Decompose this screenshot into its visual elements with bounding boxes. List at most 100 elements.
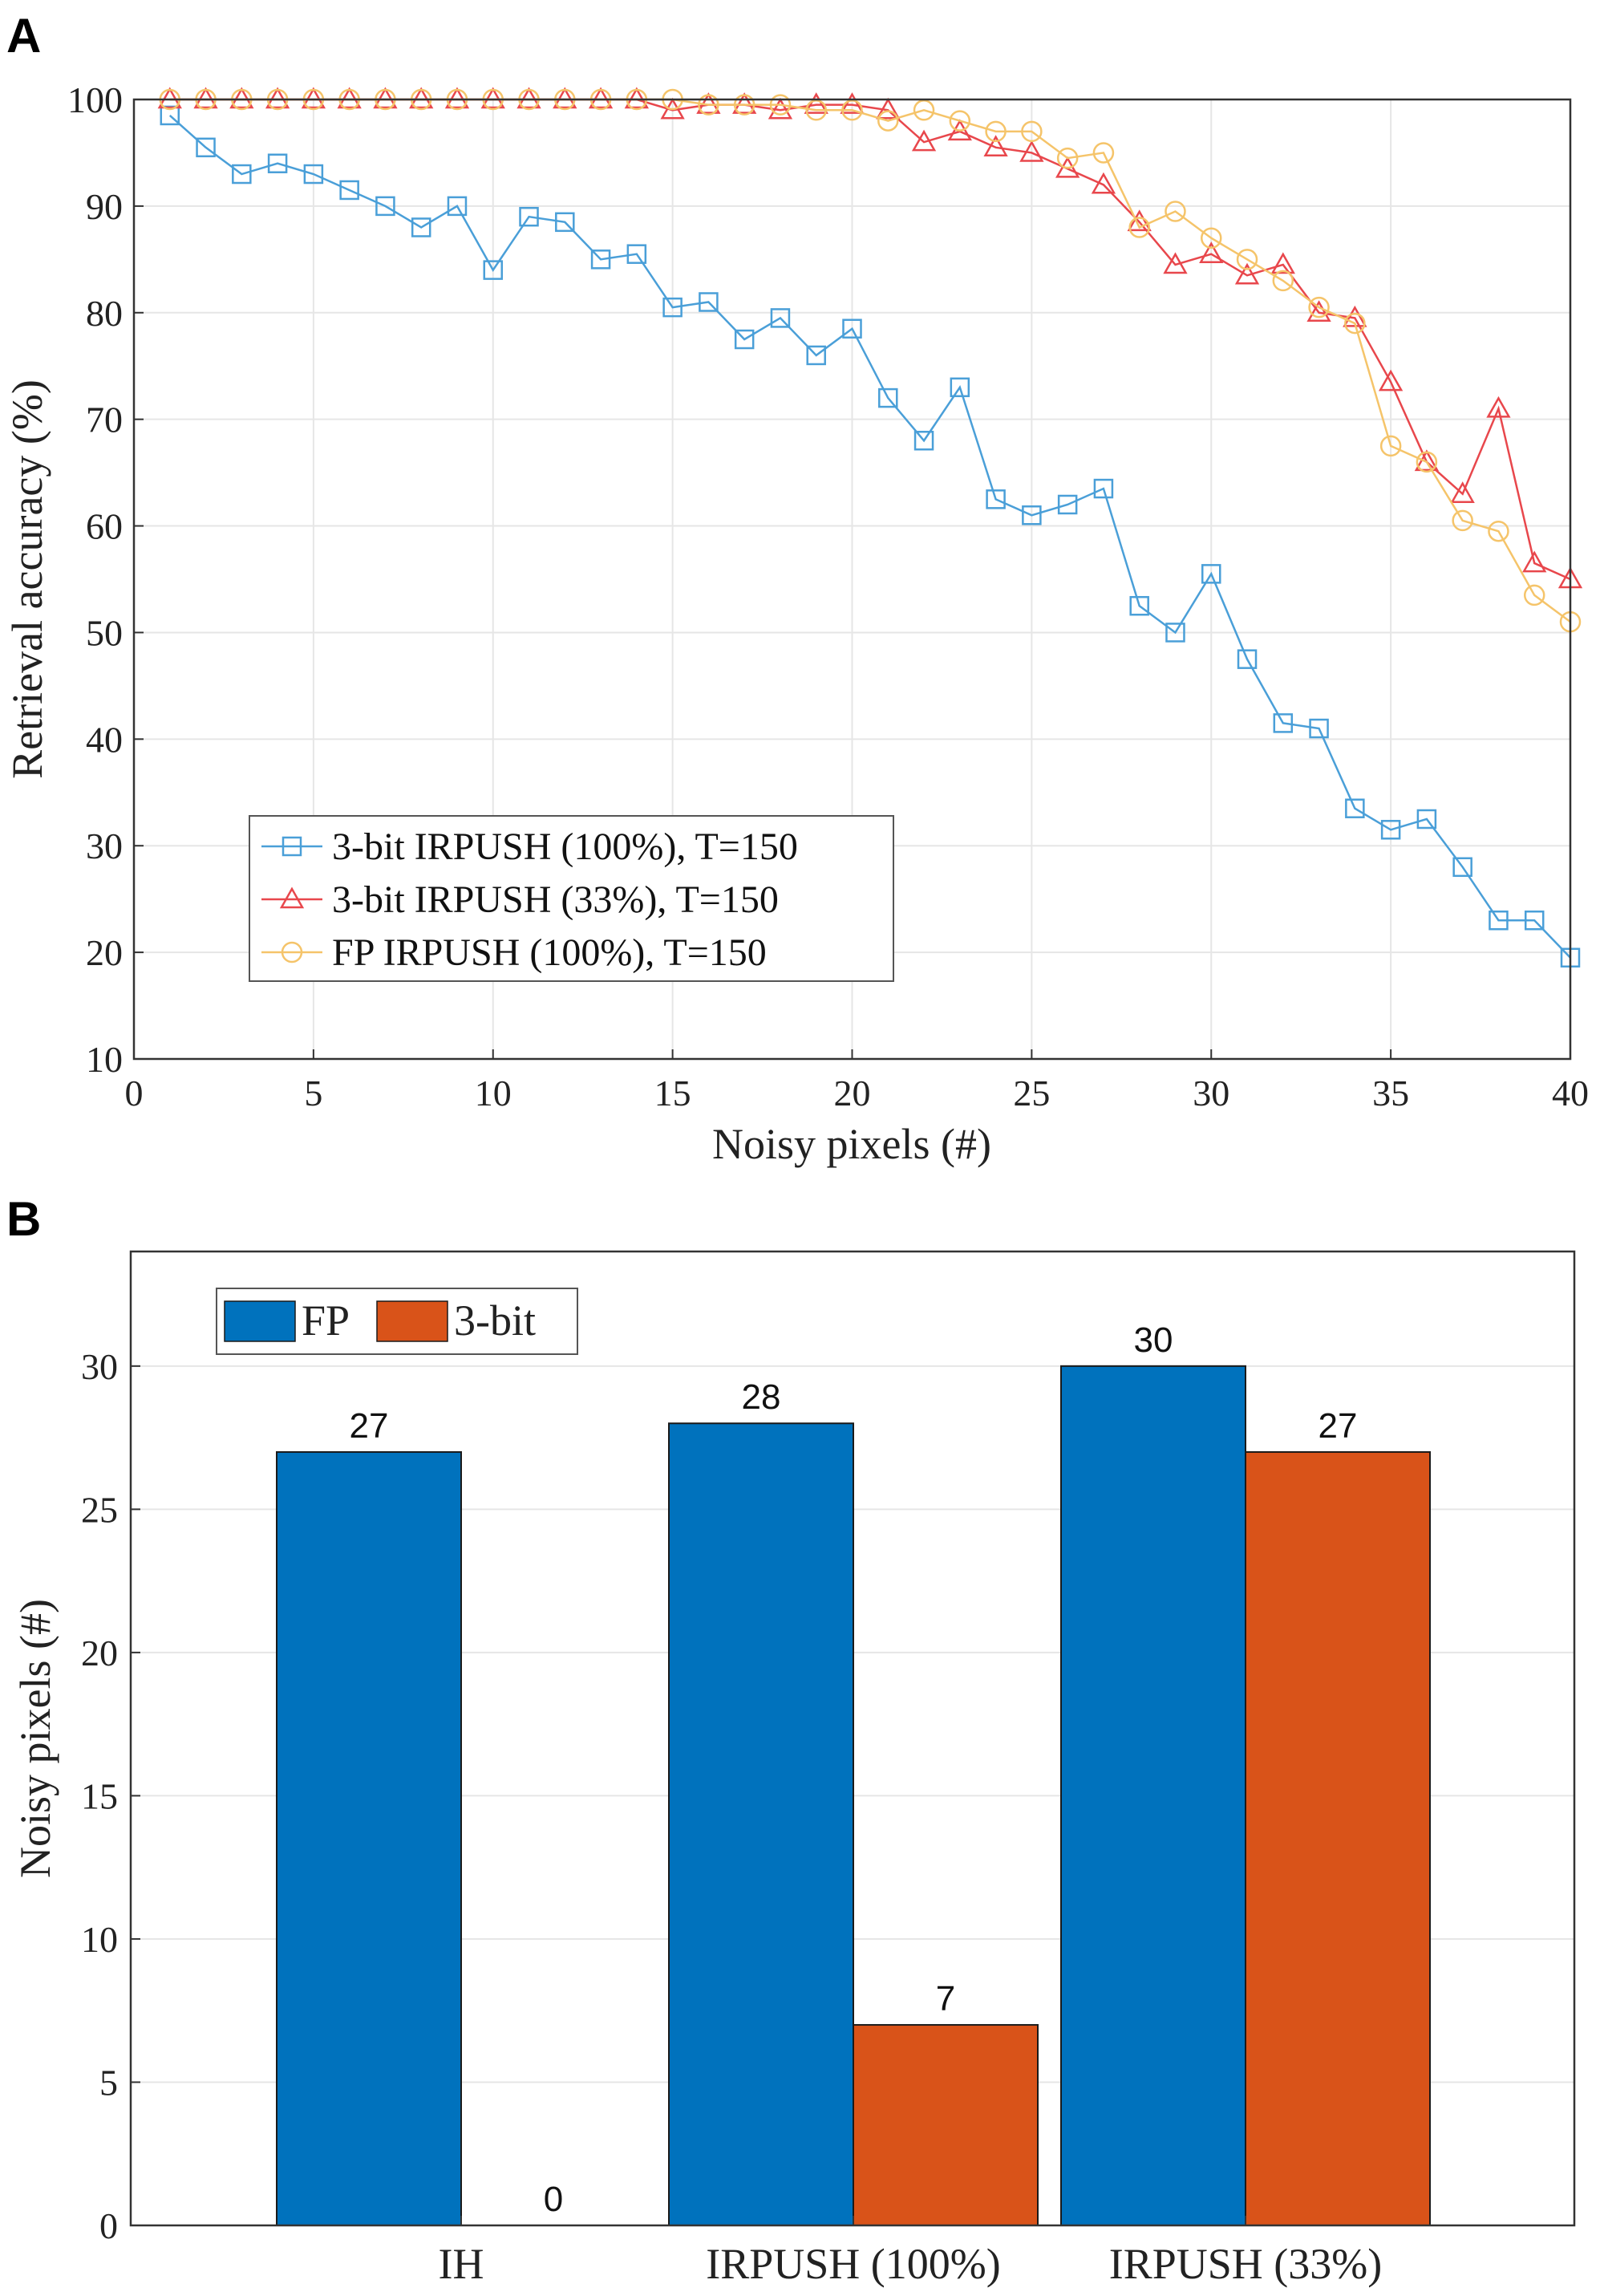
panel-a-series-1-point — [1129, 595, 1149, 616]
panel-a-series-1-point — [1093, 478, 1114, 499]
panel-a-series-1-point — [806, 345, 826, 366]
panel-a-series-1-point — [232, 164, 252, 185]
panel-a-series-3-point — [1272, 270, 1294, 292]
panel-b-ticks: 0 5 10 15 20 25 30 IH IRPUSH (100%) IRPUSH (33%) — [81, 1346, 1382, 2288]
panel-a-series-3-point — [769, 94, 792, 116]
panel-a-series-3-point — [733, 94, 755, 116]
panel-a-series-line-1 — [168, 114, 1571, 959]
panel-a-series-2-point — [480, 87, 505, 109]
panel-a-series-3-point — [1344, 312, 1366, 335]
panel-a-series-1-point — [734, 329, 755, 350]
panel-a-series-2-point — [876, 97, 901, 120]
panel-a-series-1-point — [447, 196, 468, 217]
panel-b-legend-swatch — [376, 1300, 448, 1342]
panel-a-series-2-point — [624, 87, 649, 109]
panel-a-series-2-point — [840, 92, 865, 114]
panel-b-category-label: IRPUSH (100%) — [706, 2240, 1001, 2288]
panel-a-xtick-label: 5 — [304, 1073, 322, 1114]
panel-a-series-3-point — [1379, 435, 1402, 457]
panel-a-xtick-label: 40 — [1552, 1073, 1589, 1114]
panel-a-series-3-point — [949, 110, 971, 132]
panel-a-ytick-label: 100 — [67, 79, 123, 120]
panel-a-series-1-point — [1489, 910, 1509, 931]
panel-a-legend-marker — [282, 836, 302, 857]
panel-a-series-2-point — [1450, 481, 1475, 503]
panel-a-ytick-label: 40 — [86, 719, 123, 760]
panel-a-series-1-point — [878, 387, 898, 408]
panel-a-xtick-label: 30 — [1193, 1073, 1229, 1114]
panel-a-xtick-label: 25 — [1013, 1073, 1050, 1114]
panel-a-series-1-point — [699, 292, 719, 312]
panel-a-series-3-point — [1165, 201, 1186, 222]
panel-a-legend-marker — [279, 886, 305, 909]
panel-a-series-1-point — [483, 260, 503, 280]
panel-letter-b: B — [6, 1192, 41, 1246]
panel-a-series-1-point — [1165, 623, 1185, 643]
panel-a-series-3-point — [985, 120, 1007, 143]
panel-a-series-2-point — [804, 92, 828, 114]
panel-a-series-2-point — [1055, 156, 1080, 178]
panel-a-legend-label: FP IRPUSH (100%), T=150 — [332, 931, 767, 974]
panel-a-series-1-point — [1452, 857, 1472, 878]
panel-a-series-2-point — [983, 135, 1008, 157]
panel-a-series-2-point — [1091, 172, 1116, 194]
panel-a-ytick-label: 80 — [86, 293, 123, 334]
panel-b-category-label: IH — [439, 2240, 484, 2288]
panel-a-series-3-point — [805, 99, 827, 121]
panel-a-series-1-point — [662, 297, 683, 318]
panel-a-series-2-point — [301, 87, 326, 109]
panel-a-series-3-point — [1488, 520, 1509, 542]
panel-b-bars: 27 28 30 0 7 27 — [276, 1320, 1431, 2227]
panel-a-series-2-point — [373, 87, 398, 109]
panel-b-legend-label: 3-bit — [454, 1296, 536, 1345]
panel-a-ytick-label: 10 — [86, 1039, 123, 1080]
panel-a-ytick-label: 30 — [86, 826, 123, 866]
panel-a-xlabel: Noisy pixels (#) — [712, 1120, 991, 1168]
panel-a-series-3-point — [1523, 584, 1545, 606]
panel-a-series-2-point — [1019, 140, 1044, 162]
panel-a-series-3-point — [1308, 296, 1330, 318]
panel-a-series-1-point — [590, 249, 611, 270]
panel-a-xtick-label: 20 — [834, 1073, 871, 1114]
panel-b-ytick-label: 0 — [99, 2205, 118, 2246]
panel-a-series-2-point — [911, 129, 937, 152]
panel-a-series-2-point — [1306, 300, 1331, 322]
panel-a-series-1-point — [1524, 910, 1545, 931]
panel-b-ytick-label: 15 — [81, 1775, 118, 1816]
panel-a-series-2-point — [768, 97, 793, 120]
panel-a-series-1-point — [1309, 718, 1329, 739]
panel-a-ytick-label: 70 — [86, 400, 123, 440]
panel-a-series-2-point — [516, 87, 541, 109]
panel-a-legend-label: 3-bit IRPUSH (33%), T=150 — [332, 878, 779, 921]
panel-a-series-2-point — [1163, 252, 1188, 274]
panel-a-series-1-point — [411, 217, 431, 237]
panel-a-series-1-point — [1022, 505, 1042, 525]
panel-a-series-3-point — [1056, 147, 1079, 169]
panel-b-ytick-label: 10 — [81, 1919, 118, 1960]
panel-a-series-2-point — [1270, 252, 1295, 274]
panel-a-xtick-label: 15 — [654, 1073, 691, 1114]
panel-b-bar-value-label: 0 — [544, 2180, 563, 2219]
panel-a-series-1-point — [1273, 713, 1294, 733]
panel-b-legend-swatch — [224, 1300, 296, 1342]
panel-a-series-2-point — [588, 87, 614, 109]
panel-a-series-3-point — [1201, 227, 1222, 249]
panel-a-ytick-label: 60 — [86, 506, 123, 547]
panel-letter-a: A — [6, 9, 41, 63]
panel-a-series-line-3 — [169, 98, 1571, 623]
panel-a-series-1-point — [950, 377, 970, 398]
panel-b-legend-label: FP — [302, 1296, 350, 1345]
panel-b-ytick-label: 25 — [81, 1489, 118, 1530]
panel-a-legend: 3-bit IRPUSH (100%), T=150 3-bit IRPUSH (… — [249, 815, 894, 982]
panel-a-series-1-point — [1237, 649, 1258, 669]
panel-a-series-1-point — [1416, 809, 1437, 830]
panel-b-ytick-label: 30 — [81, 1346, 118, 1387]
panel-a-series-3-point — [913, 99, 935, 121]
panel-a-series-2-point — [1127, 209, 1152, 232]
panel-a-series-3-point — [841, 99, 863, 121]
panel-b-bar-value-label: 28 — [742, 1377, 781, 1417]
panel-a-series-1-point — [339, 180, 359, 201]
panel-a-series-2-point — [193, 87, 218, 109]
panel-a-series-2-point — [553, 87, 577, 109]
